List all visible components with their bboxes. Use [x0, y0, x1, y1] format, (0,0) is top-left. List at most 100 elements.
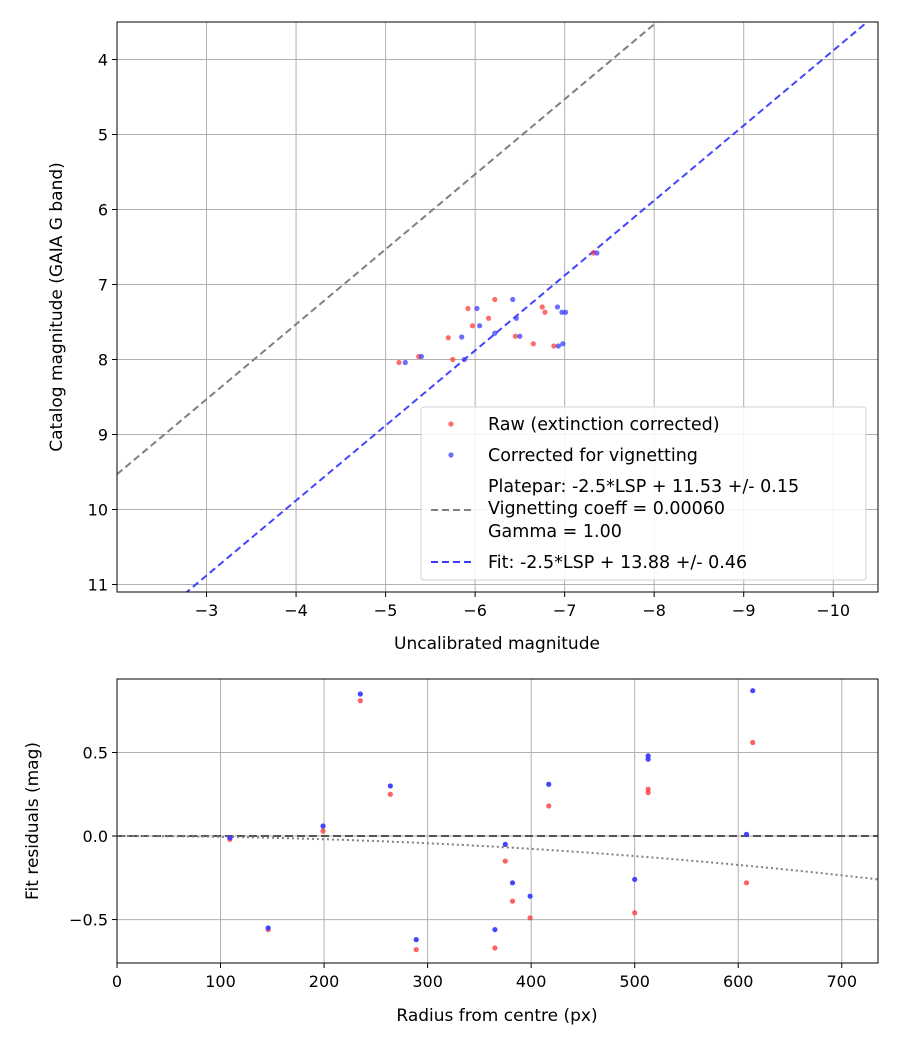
data-point	[539, 304, 545, 310]
legend-label-corrected: Corrected for vignetting	[488, 446, 698, 466]
plot-data	[117, 688, 878, 953]
residual-point	[632, 876, 638, 883]
data-point	[554, 304, 561, 310]
legend: Raw (extinction corrected) Corrected for…	[420, 406, 867, 581]
residual-point	[492, 926, 498, 933]
x-tick-label: 400	[516, 972, 547, 991]
legend-box	[420, 406, 867, 581]
residual-point	[509, 898, 516, 904]
y-tick-label: 9	[98, 426, 108, 445]
y-tick-label: 0.5	[83, 744, 108, 763]
x-axis-label: Radius from centre (px)	[396, 1006, 597, 1026]
residual-point	[645, 753, 651, 759]
residual-point	[320, 823, 326, 829]
residual-point	[645, 786, 651, 792]
data-point	[459, 334, 465, 340]
residual-point	[387, 791, 393, 797]
data-point	[517, 333, 523, 339]
x-tick-label: 100	[205, 972, 236, 991]
data-point	[559, 309, 565, 315]
legend-marker-raw	[448, 421, 454, 427]
residual-point	[509, 880, 516, 886]
y-tick-label: 0.0	[83, 827, 108, 846]
y-tick-label: 5	[98, 126, 108, 145]
residuals-plot: 0 100 200 300 400 500 600 700 −0.5 0.0 0.5 Radius …	[23, 678, 879, 1026]
y-tick-label: −0.5	[69, 911, 108, 930]
residual-point	[357, 698, 363, 704]
data-point	[512, 333, 519, 339]
ticks: −3 −4 −5 −6 −7 −8 −9 −10 4 5 6 7 8 9 10 11	[88, 51, 850, 621]
x-tick-label: −5	[374, 601, 398, 620]
residual-point	[527, 915, 533, 921]
ticks: 0 100 200 300 400 500 600 700 −0.5 0.0 0.5	[69, 744, 857, 991]
y-axis-label: Fit residuals (mag)	[23, 742, 43, 900]
legend-label-platepar-line3: Gamma = 1.00	[488, 522, 622, 542]
data-point	[594, 250, 600, 256]
x-tick-label: −8	[642, 601, 666, 620]
data-point	[461, 356, 467, 363]
data-point	[476, 323, 483, 329]
data-point	[469, 323, 476, 329]
data-point	[485, 315, 492, 321]
x-tick-label: 600	[723, 972, 754, 991]
residual-point	[743, 831, 750, 837]
data-point	[590, 250, 596, 256]
data-point	[418, 353, 424, 360]
plot-data	[117, 22, 869, 592]
x-tick-label: 500	[619, 972, 650, 991]
residual-point	[387, 783, 393, 789]
data-point	[513, 315, 519, 321]
x-axis-label: Uncalibrated magnitude	[394, 634, 600, 654]
residual-point	[265, 925, 271, 931]
residual-point	[750, 739, 756, 746]
plot-frame	[116, 21, 879, 593]
x-tick-label: 200	[309, 972, 340, 991]
x-tick-label: −4	[284, 601, 308, 620]
fit-line	[185, 22, 869, 592]
data-point	[542, 309, 548, 315]
residual-point	[502, 858, 508, 864]
legend-label-platepar-line2: Vignetting coeff = 0.00060	[488, 499, 725, 519]
calibration-plot: −3 −4 −5 −6 −7 −8 −9 −10 4 5 6 7 8 9 10 11 Uncalibrated…	[47, 21, 879, 654]
y-axis-label: Catalog magnitude (GAIA G band)	[47, 162, 67, 452]
legend-label-fit: Fit: -2.5*LSP + 13.88 +/- 0.46	[488, 553, 747, 573]
data-point	[555, 343, 561, 349]
y-tick-label: 10	[88, 501, 108, 520]
residual-point	[413, 937, 419, 943]
residual-point	[502, 841, 508, 847]
residual-point	[546, 803, 552, 809]
y-tick-label: 11	[88, 576, 108, 595]
y-tick-label: 4	[98, 51, 108, 70]
legend-marker-corrected	[448, 452, 454, 458]
data-point	[492, 330, 498, 336]
residual-point	[227, 835, 233, 841]
x-tick-label: 300	[412, 972, 443, 991]
residual-point	[357, 691, 363, 697]
plot-area	[117, 679, 878, 963]
data-point	[492, 296, 498, 303]
residual-point	[413, 947, 419, 953]
data-point	[396, 359, 402, 366]
x-tick-label: −3	[195, 601, 219, 620]
residual-point	[743, 880, 750, 886]
data-point	[445, 335, 451, 341]
plot-frame	[116, 678, 879, 964]
vignetting-curve	[117, 835, 878, 881]
residual-point	[320, 828, 326, 834]
legend-label-raw: Raw (extinction corrected)	[488, 415, 720, 435]
y-tick-label: 6	[98, 201, 108, 220]
data-point	[474, 305, 480, 312]
data-point	[560, 341, 566, 347]
residual-point	[492, 945, 498, 951]
legend-label-platepar-line1: Platepar: -2.5*LSP + 11.53 +/- 0.15	[488, 477, 799, 497]
residual-point	[750, 688, 756, 694]
x-tick-label: 0	[112, 972, 122, 991]
data-point	[402, 359, 408, 366]
data-point	[510, 296, 516, 303]
data-point	[465, 305, 471, 312]
y-tick-label: 7	[98, 276, 108, 295]
x-tick-label: 700	[826, 972, 857, 991]
data-point	[562, 309, 569, 315]
x-tick-label: −7	[553, 601, 577, 620]
